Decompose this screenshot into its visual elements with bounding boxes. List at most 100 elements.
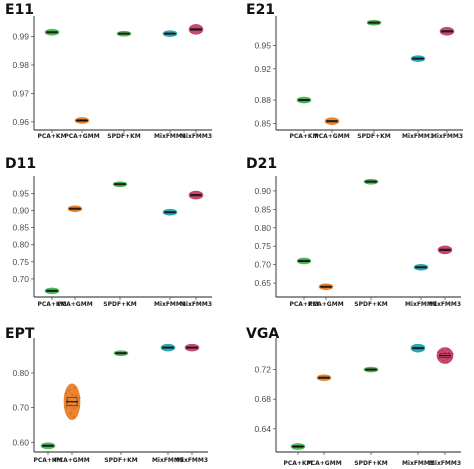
y-tick-label: 0.75: [254, 241, 271, 251]
y-tick-label: 0.95: [254, 40, 271, 50]
data-point-pca-gmm: [318, 283, 334, 291]
x-tick-label-pca-gmm: PCA+GMM: [54, 457, 89, 464]
data-point-spdf-km: [116, 30, 132, 37]
jitter-point: [451, 352, 454, 355]
panel-title: VGA: [246, 326, 279, 342]
x-tick-label-mixfmm1: MixFMM1: [402, 460, 434, 467]
data-point-spdf-km: [363, 366, 379, 373]
jitter-point: [444, 351, 447, 354]
data-point-mixfmm3: [439, 26, 455, 36]
x-tick-label-mixfmm1: MixFMM1: [154, 301, 186, 308]
x-tick-label-mixfmm3: MixFMM3: [180, 133, 212, 140]
jitter-point: [69, 412, 72, 415]
jitter-point: [446, 357, 449, 360]
x-tick-label-spdf-km: SPDF+KM: [357, 133, 390, 140]
x-tick-label-mixfmm3: MixFMM3: [429, 301, 461, 308]
jitter-point: [64, 392, 67, 395]
data-point-mixfmm3: [188, 190, 204, 200]
x-tick-label-spdf-km: SPDF+KM: [107, 133, 140, 140]
data-point-pca-km: [296, 96, 312, 104]
x-tick-label-pca-gmm: PCA+GMM: [308, 301, 343, 308]
jitter-point: [442, 359, 445, 362]
x-tick-label-pca-gmm: PCA+GMM: [57, 301, 92, 308]
y-tick-label: 0.85: [254, 204, 271, 214]
data-point-mixfmm3: [436, 347, 454, 364]
data-point-pca-gmm: [324, 117, 340, 125]
y-tick-label: 0.70: [254, 260, 271, 270]
jitter-point: [71, 393, 74, 397]
panel-title: EPT: [5, 326, 35, 342]
y-tick-label: 0.98: [12, 60, 29, 70]
x-tick-label-pca-km: PCA+KM: [289, 133, 318, 140]
data-point-pca-km: [290, 443, 306, 450]
x-tick-label-pca-gmm: PCA+GMM: [306, 460, 341, 467]
y-tick-label: 0.85: [12, 223, 29, 233]
y-tick-label: 0.70: [12, 403, 29, 413]
data-point-pca-km: [296, 257, 312, 265]
x-tick-label-mixfmm1: MixFMM1: [152, 457, 184, 464]
x-tick-label-spdf-km: SPDF+KM: [104, 457, 137, 464]
jitter-point: [73, 407, 76, 410]
jitter-point: [438, 356, 441, 360]
data-point-mixfmm1: [160, 343, 176, 352]
y-tick-label: 0.80: [12, 368, 29, 378]
x-tick-label-spdf-km: SPDF+KM: [354, 301, 387, 308]
x-tick-label-pca-km: PCA+KM: [283, 460, 312, 467]
panel-d11: D11 0.70 0.75 0.80 0.85 0.90 0.95 PCA+KMPCA+GMM…: [5, 156, 212, 308]
data-point-pca-km: [40, 442, 56, 450]
y-tick-label: 0.60: [12, 437, 29, 447]
y-tick-label: 0.80: [12, 240, 29, 250]
jitter-point: [68, 389, 71, 392]
jitter-point: [78, 396, 81, 399]
x-tick-label-spdf-km: SPDF+KM: [103, 301, 136, 308]
y-tick-label: 0.99: [12, 32, 29, 42]
y-tick-label: 0.96: [12, 117, 29, 127]
data-point-pca-gmm: [74, 117, 90, 124]
y-tick-label: 0.97: [12, 88, 29, 98]
data-point-mixfmm3: [184, 343, 200, 352]
data-point-spdf-km: [363, 178, 379, 185]
y-tick-label: 0.90: [12, 205, 29, 215]
y-tick-label: 0.68: [254, 394, 271, 404]
panel-title: D21: [246, 156, 277, 172]
x-tick-label-mixfmm1: MixFMM1: [154, 133, 186, 140]
x-tick-label-pca-gmm: PCA+GMM: [64, 133, 99, 140]
jitter-point: [446, 348, 449, 351]
jitter-point: [446, 361, 449, 364]
panel-title: E11: [5, 2, 34, 18]
x-tick-label-pca-gmm: PCA+GMM: [314, 133, 349, 140]
panel-title: D11: [5, 156, 36, 172]
y-tick-label: 0.72: [254, 365, 271, 375]
jitter-point: [74, 394, 78, 397]
data-point-spdf-km: [113, 350, 129, 356]
data-point-pca-km: [44, 287, 60, 295]
x-tick-label-mixfmm3: MixFMM3: [176, 457, 208, 464]
y-tick-label: 0.95: [12, 188, 29, 198]
x-tick-label-pca-km: PCA+KM: [289, 301, 318, 308]
y-tick-label: 0.75: [12, 257, 29, 267]
data-point-mixfmm1: [413, 263, 429, 271]
data-point-mixfmm1: [162, 208, 178, 216]
data-point-spdf-km: [366, 19, 382, 26]
x-tick-label-mixfmm3: MixFMM3: [431, 133, 463, 140]
y-tick-label: 0.64: [254, 424, 271, 434]
y-tick-label: 0.92: [254, 64, 271, 74]
x-tick-label-mixfmm1: MixFMM1: [402, 133, 434, 140]
data-point-pca-gmm: [67, 205, 83, 213]
data-point-spdf-km: [112, 181, 128, 187]
data-point-pca-gmm: [63, 383, 81, 421]
y-tick-label: 0.85: [254, 119, 271, 129]
data-point-mixfmm3: [437, 245, 453, 255]
x-tick-label-spdf-km: SPDF+KM: [354, 460, 387, 467]
data-point-mixfmm1: [410, 55, 426, 62]
x-tick-label-mixfmm3: MixFMM3: [429, 460, 461, 467]
x-tick-label-pca-km: PCA+KM: [37, 133, 66, 140]
jitter-point: [65, 406, 68, 409]
y-tick-label: 0.80: [254, 223, 271, 233]
jitter-point: [73, 415, 76, 418]
x-tick-label-mixfmm3: MixFMM3: [180, 301, 212, 308]
panel-d21: D21 0.65 0.70 0.75 0.80 0.85 0.90 PCA+KMPCA+GMM…: [246, 156, 461, 308]
